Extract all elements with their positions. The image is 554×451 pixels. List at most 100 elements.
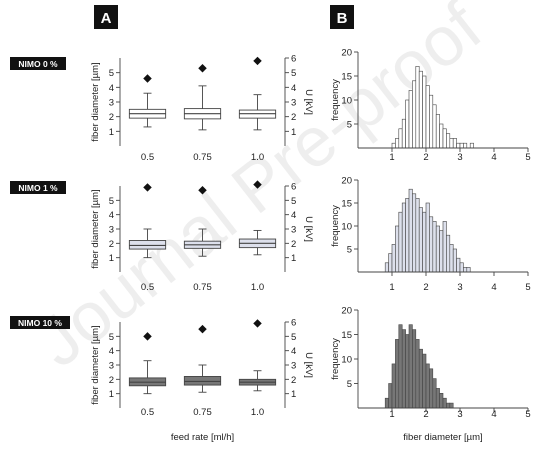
y2-tick-label: 4 xyxy=(291,210,296,221)
histogram-bar xyxy=(415,198,420,273)
histogram-bar xyxy=(401,118,406,149)
histogram-bar xyxy=(432,378,437,409)
histogram-bar xyxy=(442,221,447,273)
row-label-nimo0: NIMO 0 % xyxy=(18,59,58,69)
box-y-axis-title: fiber diameter [µm] xyxy=(90,62,101,141)
histogram-bar xyxy=(425,363,430,409)
histogram-bar xyxy=(442,397,447,409)
box xyxy=(183,376,222,386)
histogram-bar xyxy=(449,138,454,149)
y2-tick-label: 4 xyxy=(291,346,296,357)
histogram-bar xyxy=(412,80,417,149)
y2-tick-label: 2 xyxy=(291,112,296,123)
histogram-bar xyxy=(425,202,430,273)
histogram-bar xyxy=(398,128,403,149)
histogram-bar xyxy=(422,75,427,149)
y-tick-label: 15 xyxy=(341,72,352,83)
panel-label-b-box xyxy=(330,5,354,29)
histogram-bar xyxy=(398,211,403,273)
histogram-bar xyxy=(435,388,440,409)
histogram-bar xyxy=(432,221,437,273)
voltage-marker xyxy=(198,324,207,334)
hist-y-axis-title: frequency xyxy=(330,338,341,380)
histogram-bar xyxy=(384,262,389,273)
y-tick-label: 5 xyxy=(109,196,114,207)
x-tick-label: 2 xyxy=(423,282,428,293)
histogram-bar xyxy=(432,104,437,149)
x-tick-label: 0.5 xyxy=(141,282,154,293)
x-tick-label: 2 xyxy=(423,409,428,420)
histogram-bar xyxy=(412,193,417,273)
histogram-bar xyxy=(439,123,444,149)
box-plot-3: 1 2 3 4 5 1 2 3 4 5 6 fiber diameter [µm] U [kV] 0.5 0… xyxy=(90,318,314,444)
x-tick-label: 2 xyxy=(423,152,428,163)
voltage-marker xyxy=(253,319,262,328)
voltage-marker xyxy=(143,183,152,192)
x-tick-label: 0.75 xyxy=(193,152,212,163)
histogram-bar xyxy=(466,267,471,273)
x-tick-label: 4 xyxy=(491,409,496,420)
histogram-bar xyxy=(449,244,454,273)
box-y2-axis-title: U [kV] xyxy=(303,89,314,115)
histogram-bar xyxy=(446,402,451,409)
x-tick-label: 0.5 xyxy=(141,407,154,418)
x-tick-label: 4 xyxy=(491,282,496,293)
histogram-bar xyxy=(422,353,427,409)
voltage-marker xyxy=(253,180,262,189)
y2-tick-label: 3 xyxy=(291,98,296,109)
voltage-marker xyxy=(198,64,207,73)
plots: 1 2 3 4 5 1 2 3 4 5 6 fiber diameter [µm] U [kV] 0.5 0… xyxy=(90,48,531,444)
y-tick-label: 4 xyxy=(109,210,114,221)
y2-tick-label: 3 xyxy=(291,225,296,236)
y-tick-label: 3 xyxy=(109,225,114,236)
y-tick-label: 1 xyxy=(109,253,114,264)
row-label-nimo1: NIMO 1 % xyxy=(18,183,58,193)
x-tick-label: 3 xyxy=(457,409,462,420)
y-tick-label: 20 xyxy=(341,306,352,317)
histogram-bar xyxy=(452,248,457,273)
y2-tick-label: 2 xyxy=(291,239,296,250)
y-tick-label: 5 xyxy=(347,245,352,256)
histogram-bar xyxy=(384,397,389,409)
y-tick-label: 2 xyxy=(109,239,114,250)
y2-tick-label: 6 xyxy=(291,182,296,193)
histogram-bar xyxy=(456,142,461,149)
histogram-bar xyxy=(391,363,396,409)
histogram-bar xyxy=(405,334,410,409)
box-plot-1: 1 2 3 4 5 1 2 3 4 5 6 fiber diameter [µm] U [kV] 0.5 0… xyxy=(90,54,314,164)
histogram-bar xyxy=(459,262,464,273)
x-tick-label: 1 xyxy=(389,409,394,420)
histogram-bar xyxy=(395,225,400,273)
y-tick-label: 20 xyxy=(341,176,352,187)
histogram-bar xyxy=(401,329,406,409)
x-tick-label: 0.75 xyxy=(193,282,212,293)
y-tick-label: 2 xyxy=(109,112,114,123)
y-tick-label: 1 xyxy=(109,127,114,138)
histogram-bar xyxy=(415,339,420,409)
y-tick-label: 10 xyxy=(341,96,352,107)
y2-tick-label: 5 xyxy=(291,196,296,207)
histogram-bar xyxy=(408,324,413,409)
hist-y-axis-title: frequency xyxy=(330,205,341,247)
x-tick-label: 1 xyxy=(389,282,394,293)
histogram-bar xyxy=(463,267,468,273)
box-x-axis-title: feed rate [ml/h] xyxy=(171,432,234,443)
histogram-bar xyxy=(388,383,393,409)
y2-tick-label: 2 xyxy=(291,375,296,386)
box-y-axis-title: fiber diameter [µm] xyxy=(90,189,101,268)
y-tick-label: 5 xyxy=(109,332,114,343)
x-tick-label: 1 xyxy=(389,152,394,163)
histogram-bar xyxy=(418,70,423,149)
y-tick-label: 3 xyxy=(109,361,114,372)
x-tick-label: 1.0 xyxy=(251,282,264,293)
histogram-bar xyxy=(391,142,396,149)
y-tick-label: 5 xyxy=(347,379,352,390)
histogram-bar xyxy=(425,85,430,149)
y-tick-label: 1 xyxy=(109,389,114,400)
x-tick-label: 0.75 xyxy=(193,407,212,418)
histogram-bar xyxy=(456,257,461,273)
histogram-bar xyxy=(412,329,417,409)
voltage-marker xyxy=(253,56,262,66)
y2-tick-label: 6 xyxy=(291,54,296,65)
